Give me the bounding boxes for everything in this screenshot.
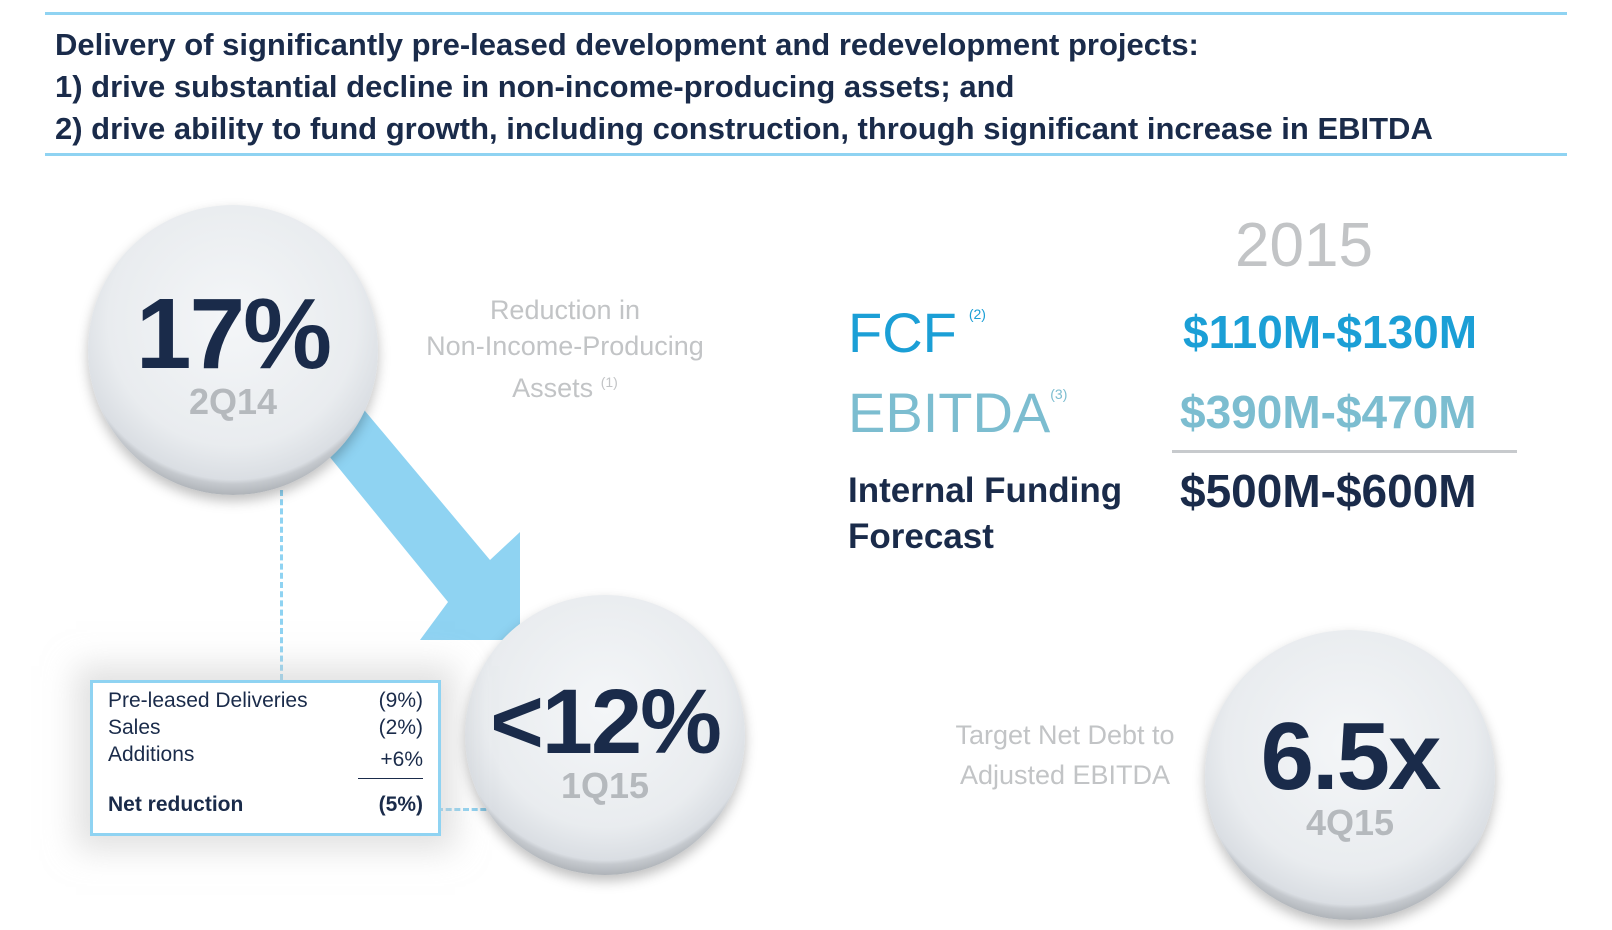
row-preleased: Pre-leased Deliveries (9%) <box>108 689 423 713</box>
ebitda-label: EBITDA(3) <box>848 380 1067 445</box>
breakdown-box: Pre-leased Deliveries (9%) Sales (2%) Ad… <box>90 680 441 836</box>
headline-line-2: 1) drive substantial decline in non-inco… <box>55 69 1015 104</box>
fcf-value: $110M-$130M <box>1183 306 1478 358</box>
value-under-12-percent: <12% <box>490 671 722 773</box>
reduction-line-1: Reduction in <box>489 295 641 325</box>
headline-line-1: Delivery of significantly pre-leased dev… <box>55 27 1199 62</box>
circle-2q14: 17% 2Q14 <box>88 205 378 495</box>
target-line-2: Adjusted EBITDA <box>959 760 1171 790</box>
preleased-value: (9%) <box>378 689 423 712</box>
additions-label: Additions <box>108 743 195 766</box>
net-reduction-label: Net reduction <box>108 793 244 816</box>
header-bottom-rule <box>45 153 1567 156</box>
period-1q15: 1Q15 <box>560 765 650 806</box>
row-sales: Sales (2%) <box>108 716 423 740</box>
reduction-line-3: Assets <box>512 373 594 403</box>
circle-1q15: <12% 1Q15 <box>465 595 745 875</box>
ebitda-value: $390M-$470M <box>1180 386 1477 438</box>
period-4q15: 4Q15 <box>1305 802 1395 843</box>
circle-4q15: 6.5x 4Q15 <box>1205 630 1495 920</box>
connector-vertical <box>280 490 283 680</box>
footnote-1: (1) <box>600 374 618 390</box>
fcf-label-text: FCF <box>848 301 957 364</box>
ebitda-label-text: EBITDA <box>848 381 1051 444</box>
reduction-label: Reduction in Non-Income-Producing Assets… <box>400 292 730 406</box>
internal-funding-line-1: Internal Funding <box>848 471 1123 510</box>
footnote-2: (2) <box>968 306 986 322</box>
row-additions: Additions +6% <box>108 743 423 771</box>
value-6-5x: 6.5x <box>1260 703 1442 810</box>
footnote-3: (3) <box>1050 386 1068 402</box>
arrow-shape <box>320 405 520 640</box>
target-line-1: Target Net Debt to <box>955 720 1175 750</box>
forecast-year: 2015 <box>1235 211 1373 280</box>
net-reduction-value: (5%) <box>378 793 423 816</box>
headline-line-3: 2) drive ability to fund growth, includi… <box>55 111 1433 146</box>
internal-funding-value: $500M-$600M <box>1180 465 1477 517</box>
forecast-sum-rule <box>1172 450 1517 453</box>
sales-label: Sales <box>108 716 161 739</box>
sum-divider <box>358 778 423 779</box>
internal-funding-label: Internal Funding Forecast <box>848 468 1122 560</box>
sales-value: (2%) <box>378 716 423 739</box>
reduction-line-2: Non-Income-Producing <box>426 331 704 361</box>
connector-horizontal <box>437 808 495 811</box>
fcf-label: FCF (2) <box>848 300 986 365</box>
internal-funding-line-2: Forecast <box>848 517 994 556</box>
headline: Delivery of significantly pre-leased dev… <box>55 24 1433 150</box>
row-net-reduction: Net reduction (5%) <box>108 793 423 817</box>
additions-value: +6% <box>380 748 423 771</box>
value-17-percent: 17% <box>135 278 332 390</box>
target-label: Target Net Debt to Adjusted EBITDA <box>915 715 1215 795</box>
top-rule <box>45 12 1567 15</box>
preleased-label: Pre-leased Deliveries <box>108 689 308 712</box>
period-2q14: 2Q14 <box>188 381 278 422</box>
